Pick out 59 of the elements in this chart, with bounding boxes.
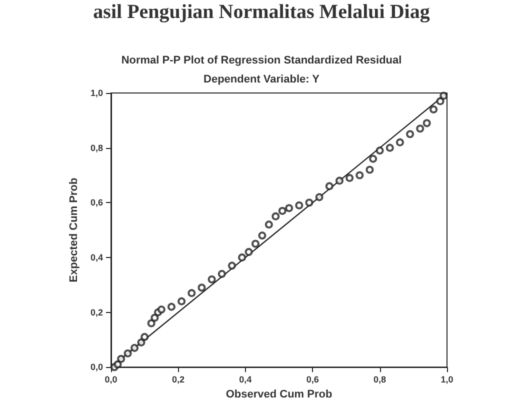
y-axis-title: Expected Cum Prob bbox=[68, 178, 80, 282]
point bbox=[157, 306, 166, 314]
y-tick-label: 0,8 bbox=[90, 142, 103, 153]
y-tick-label: 0,4 bbox=[90, 252, 103, 262]
point bbox=[335, 176, 344, 185]
point bbox=[130, 344, 139, 352]
point bbox=[369, 154, 378, 163]
x-tick-label: 0,4 bbox=[239, 374, 252, 385]
chart-subtitle: Dependent Variable: Y bbox=[204, 74, 320, 86]
point bbox=[114, 360, 122, 368]
x-tick-label: 0,2 bbox=[172, 374, 184, 385]
point bbox=[272, 212, 280, 220]
point bbox=[264, 220, 273, 229]
point bbox=[315, 193, 324, 202]
point bbox=[218, 270, 226, 278]
x-tick-label: 0,8 bbox=[374, 374, 386, 385]
x-axis-title: Observed Cum Prob bbox=[226, 388, 332, 400]
x-tick-label: 1,0 bbox=[440, 374, 454, 385]
point bbox=[258, 232, 266, 240]
point bbox=[147, 319, 156, 328]
point bbox=[386, 144, 394, 152]
point bbox=[305, 198, 314, 207]
point bbox=[178, 297, 186, 306]
point bbox=[440, 92, 448, 100]
point bbox=[208, 275, 216, 284]
point bbox=[422, 119, 431, 128]
point bbox=[346, 174, 354, 182]
point bbox=[228, 262, 236, 270]
point bbox=[244, 248, 253, 256]
x-tick-label: 0,0 bbox=[104, 374, 118, 385]
x-tick-label: 0,6 bbox=[306, 374, 319, 385]
y-tick-label: 1,0 bbox=[90, 88, 103, 98]
point bbox=[198, 284, 206, 292]
y-tick-label: 0,0 bbox=[90, 362, 103, 372]
point bbox=[251, 240, 260, 248]
y-tick-label: 0,6 bbox=[90, 198, 103, 208]
point bbox=[416, 124, 424, 133]
point bbox=[376, 146, 384, 155]
text: asil Pengujian Normalitas Melalui Diag bbox=[93, 1, 430, 23]
point bbox=[188, 289, 196, 298]
point bbox=[238, 253, 246, 262]
point bbox=[167, 302, 176, 311]
point bbox=[356, 171, 364, 180]
point bbox=[366, 166, 374, 174]
point bbox=[150, 314, 159, 322]
point bbox=[430, 105, 438, 114]
point bbox=[117, 354, 126, 363]
point bbox=[278, 206, 286, 215]
chart-title: Normal P-P Plot of Regression Standardized Residual bbox=[121, 54, 402, 66]
point bbox=[406, 130, 414, 138]
point bbox=[396, 138, 404, 146]
point bbox=[295, 201, 304, 210]
point bbox=[140, 332, 149, 341]
point bbox=[325, 182, 334, 190]
y-tick-label: 0,2 bbox=[90, 307, 103, 318]
point bbox=[285, 204, 294, 212]
point bbox=[137, 338, 146, 346]
point bbox=[436, 97, 444, 106]
point bbox=[124, 349, 132, 358]
